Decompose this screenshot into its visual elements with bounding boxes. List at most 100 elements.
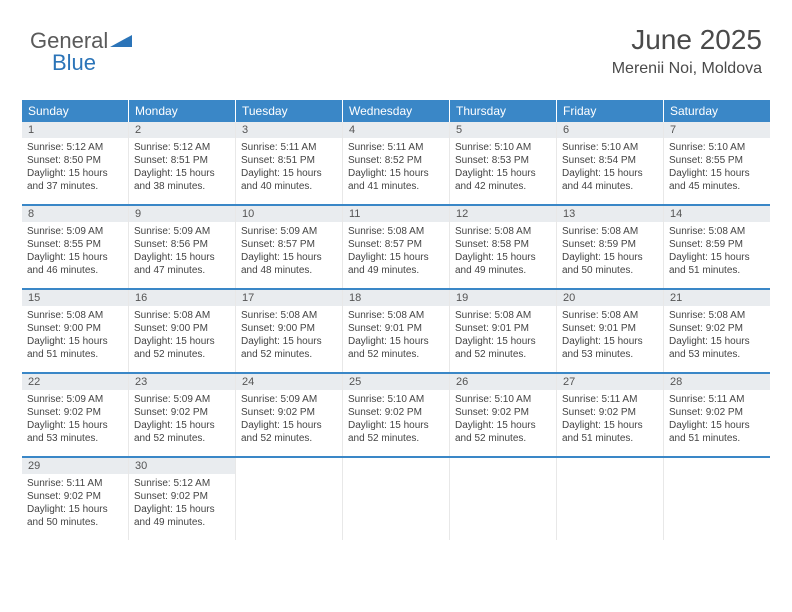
- daylight-line1: Daylight: 15 hours: [134, 503, 230, 516]
- daylight-line2: and 41 minutes.: [348, 180, 444, 193]
- daylight-line1: Daylight: 15 hours: [669, 251, 765, 264]
- sunrise-text: Sunrise: 5:09 AM: [241, 225, 337, 238]
- daylight-line2: and 52 minutes.: [348, 432, 444, 445]
- sunset-text: Sunset: 8:50 PM: [27, 154, 123, 167]
- sunrise-text: Sunrise: 5:08 AM: [562, 225, 658, 238]
- sunrise-text: Sunrise: 5:09 AM: [27, 225, 123, 238]
- day-cell: 13 Sunrise: 5:08 AMSunset: 8:59 PMDayligh…: [557, 206, 664, 288]
- day-body: Sunrise: 5:11 AMSunset: 8:52 PMDaylight:…: [343, 138, 449, 197]
- day-number: 21: [664, 290, 770, 306]
- daylight-line2: and 48 minutes.: [241, 264, 337, 277]
- day-body: Sunrise: 5:08 AMSunset: 9:00 PMDaylight:…: [129, 306, 235, 365]
- empty-cell: [664, 458, 770, 540]
- day-number: 1: [22, 122, 128, 138]
- day-cell: 16Sunrise: 5:08 AMSunset: 9:00 PMDayligh…: [129, 290, 236, 372]
- sunset-text: Sunset: 8:51 PM: [134, 154, 230, 167]
- daylight-line1: Daylight: 15 hours: [27, 167, 123, 180]
- daylight-line1: Daylight: 15 hours: [562, 251, 658, 264]
- day-number: 13: [557, 206, 663, 222]
- daylight-line1: Daylight: 15 hours: [455, 251, 551, 264]
- day-body: Sunrise: 5:08 AMSunset: 8:59 PMDaylight:…: [664, 222, 770, 281]
- sunrise-text: Sunrise: 5:11 AM: [27, 477, 123, 490]
- daylight-line2: and 49 minutes.: [134, 516, 230, 529]
- sunrise-text: Sunrise: 5:08 AM: [241, 309, 337, 322]
- day-cell: 18Sunrise: 5:08 AMSunset: 9:01 PMDayligh…: [343, 290, 450, 372]
- daylight-line1: Daylight: 15 hours: [669, 335, 765, 348]
- empty-cell: [557, 458, 664, 540]
- daylight-line2: and 42 minutes.: [455, 180, 551, 193]
- day-body: Sunrise: 5:10 AMSunset: 8:54 PMDaylight:…: [557, 138, 663, 197]
- sunset-text: Sunset: 8:55 PM: [669, 154, 765, 167]
- sunrise-text: Sunrise: 5:09 AM: [27, 393, 123, 406]
- day-cell: 1Sunrise: 5:12 AMSunset: 8:50 PMDaylight…: [22, 122, 129, 204]
- day-body: Sunrise: 5:08 AMSunset: 9:01 PMDaylight:…: [450, 306, 556, 365]
- week-row: 29Sunrise: 5:11 AMSunset: 9:02 PMDayligh…: [22, 458, 770, 540]
- sunset-text: Sunset: 8:51 PM: [241, 154, 337, 167]
- sunset-text: Sunset: 9:02 PM: [348, 406, 444, 419]
- day-body: Sunrise: 5:10 AMSunset: 8:53 PMDaylight:…: [450, 138, 556, 197]
- day-body: Sunrise: 5:09 AMSunset: 8:55 PMDaylight:…: [22, 222, 128, 281]
- sunrise-text: Sunrise: 5:08 AM: [669, 225, 765, 238]
- sunset-text: Sunset: 9:02 PM: [134, 406, 230, 419]
- day-number: 19: [450, 290, 556, 306]
- day-cell: 24Sunrise: 5:09 AMSunset: 9:02 PMDayligh…: [236, 374, 343, 456]
- daylight-line2: and 52 minutes.: [134, 348, 230, 361]
- sunrise-text: Sunrise: 5:09 AM: [134, 225, 230, 238]
- sunrise-text: Sunrise: 5:11 AM: [348, 141, 444, 154]
- sunset-text: Sunset: 9:01 PM: [348, 322, 444, 335]
- page-title: June 2025: [612, 24, 762, 56]
- day-body: Sunrise: 5:09 AMSunset: 9:02 PMDaylight:…: [22, 390, 128, 449]
- day-cell: 12Sunrise: 5:08 AMSunset: 8:58 PMDayligh…: [450, 206, 557, 288]
- day-body: Sunrise: 5:12 AMSunset: 9:02 PMDaylight:…: [129, 474, 235, 533]
- daylight-line2: and 45 minutes.: [669, 180, 765, 193]
- sunset-text: Sunset: 9:02 PM: [27, 490, 123, 503]
- weekday-header: Wednesday: [343, 100, 450, 122]
- day-body: Sunrise: 5:08 AMSunset: 9:02 PMDaylight:…: [664, 306, 770, 365]
- sunrise-text: Sunrise: 5:10 AM: [348, 393, 444, 406]
- calendar: SundayMondayTuesdayWednesdayThursdayFrid…: [22, 100, 770, 540]
- day-cell: 22Sunrise: 5:09 AMSunset: 9:02 PMDayligh…: [22, 374, 129, 456]
- day-cell: 17Sunrise: 5:08 AMSunset: 9:00 PMDayligh…: [236, 290, 343, 372]
- daylight-line2: and 52 minutes.: [348, 348, 444, 361]
- day-body: Sunrise: 5:12 AMSunset: 8:51 PMDaylight:…: [129, 138, 235, 197]
- sunset-text: Sunset: 8:58 PM: [455, 238, 551, 251]
- sunset-text: Sunset: 9:02 PM: [27, 406, 123, 419]
- day-body: Sunrise: 5:11 AMSunset: 9:02 PMDaylight:…: [22, 474, 128, 533]
- daylight-line1: Daylight: 15 hours: [348, 167, 444, 180]
- sunset-text: Sunset: 9:02 PM: [669, 322, 765, 335]
- sunset-text: Sunset: 8:59 PM: [562, 238, 658, 251]
- weekday-header-row: SundayMondayTuesdayWednesdayThursdayFrid…: [22, 100, 770, 122]
- day-cell: 21Sunrise: 5:08 AMSunset: 9:02 PMDayligh…: [664, 290, 770, 372]
- day-number: 17: [236, 290, 342, 306]
- day-number: 27: [557, 374, 663, 390]
- day-body: Sunrise: 5:09 AMSunset: 8:56 PMDaylight:…: [129, 222, 235, 281]
- daylight-line2: and 52 minutes.: [241, 348, 337, 361]
- daylight-line2: and 52 minutes.: [455, 348, 551, 361]
- sunrise-text: Sunrise: 5:10 AM: [455, 393, 551, 406]
- week-row: 22Sunrise: 5:09 AMSunset: 9:02 PMDayligh…: [22, 374, 770, 458]
- sunset-text: Sunset: 8:52 PM: [348, 154, 444, 167]
- sunset-text: Sunset: 8:57 PM: [241, 238, 337, 251]
- daylight-line2: and 52 minutes.: [134, 432, 230, 445]
- day-cell: 15Sunrise: 5:08 AMSunset: 9:00 PMDayligh…: [22, 290, 129, 372]
- daylight-line1: Daylight: 15 hours: [562, 335, 658, 348]
- day-number: 28: [664, 374, 770, 390]
- day-cell: 3Sunrise: 5:11 AMSunset: 8:51 PMDaylight…: [236, 122, 343, 204]
- daylight-line1: Daylight: 15 hours: [27, 335, 123, 348]
- day-number: 4: [343, 122, 449, 138]
- weekday-header: Monday: [129, 100, 236, 122]
- sunset-text: Sunset: 8:55 PM: [27, 238, 123, 251]
- day-number: 11: [343, 206, 449, 222]
- day-body: Sunrise: 5:08 AMSunset: 9:01 PMDaylight:…: [557, 306, 663, 365]
- daylight-line1: Daylight: 15 hours: [455, 167, 551, 180]
- daylight-line1: Daylight: 15 hours: [241, 419, 337, 432]
- daylight-line2: and 49 minutes.: [348, 264, 444, 277]
- daylight-line2: and 40 minutes.: [241, 180, 337, 193]
- day-number: 10: [236, 206, 342, 222]
- day-body: Sunrise: 5:11 AMSunset: 9:02 PMDaylight:…: [664, 390, 770, 449]
- day-body: Sunrise: 5:09 AMSunset: 9:02 PMDaylight:…: [129, 390, 235, 449]
- day-number: 18: [343, 290, 449, 306]
- day-body: Sunrise: 5:09 AMSunset: 8:57 PMDaylight:…: [236, 222, 342, 281]
- sunrise-text: Sunrise: 5:12 AM: [134, 477, 230, 490]
- weekday-header: Friday: [557, 100, 664, 122]
